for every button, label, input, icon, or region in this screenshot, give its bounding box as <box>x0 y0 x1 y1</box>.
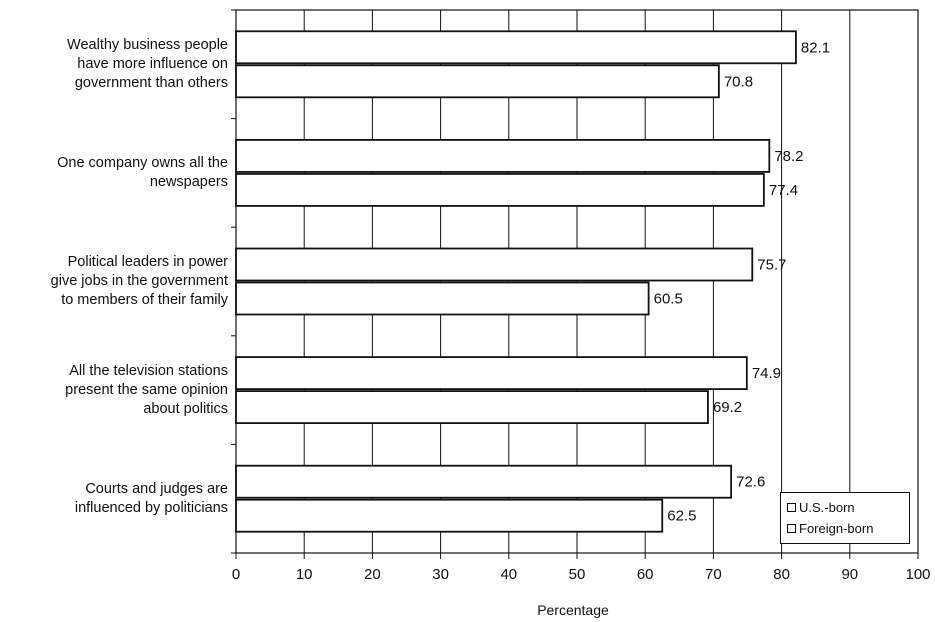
bar-foreign-born <box>235 281 650 316</box>
data-label: 78.2 <box>774 148 803 165</box>
category-label: Political leaders in power give jobs in … <box>50 254 228 308</box>
data-label: 60.5 <box>654 291 683 308</box>
category-label: Courts and judges are influenced by poli… <box>74 480 228 516</box>
x-tick-label: 70 <box>705 566 722 583</box>
x-tick-label: 80 <box>773 566 790 583</box>
bar-us-born <box>235 356 748 391</box>
category-label: All the television stations present the … <box>65 362 228 417</box>
x-tick-label: 100 <box>905 566 930 583</box>
data-label: 74.9 <box>752 365 781 382</box>
x-tick-label: 90 <box>841 566 858 583</box>
category-label: Wealthy business people have more influe… <box>67 36 228 91</box>
bar-us-born <box>235 247 754 282</box>
x-tick-label: 30 <box>432 566 449 583</box>
bar-us-born <box>235 464 733 499</box>
bar-foreign-born <box>235 390 709 425</box>
legend-label-us-born: U.S.-born <box>799 500 855 515</box>
x-tick-label: 10 <box>296 566 313 583</box>
x-tick-label: 20 <box>364 566 381 583</box>
legend-swatch-us-born <box>787 503 796 512</box>
legend-label-foreign-born: Foreign-born <box>799 521 874 536</box>
x-tick-label: 50 <box>569 566 586 583</box>
legend-swatch-foreign-born <box>787 524 796 533</box>
data-label: 62.5 <box>667 508 696 525</box>
x-tick-label: 0 <box>232 566 240 583</box>
bar-foreign-born <box>235 64 720 99</box>
legend-item-foreign-born: Foreign-born <box>787 518 903 539</box>
x-tick-label: 40 <box>500 566 517 583</box>
category-label: One company owns all the newspapers <box>57 154 228 190</box>
bar-us-born <box>235 138 771 173</box>
legend: U.S.-born Foreign-born <box>780 492 910 544</box>
data-label: 70.8 <box>724 73 753 90</box>
legend-item-us-born: U.S.-born <box>787 497 903 518</box>
x-tick-label: 60 <box>637 566 654 583</box>
x-axis-title: Percentage <box>537 602 609 618</box>
data-label: 82.1 <box>801 39 830 56</box>
data-label: 69.2 <box>713 399 742 416</box>
bar-us-born <box>235 30 797 65</box>
data-label: 75.7 <box>757 257 786 274</box>
bar-foreign-born <box>235 172 765 207</box>
bar-foreign-born <box>235 498 664 533</box>
data-label: 77.4 <box>769 182 798 199</box>
data-label: 72.6 <box>736 474 765 491</box>
